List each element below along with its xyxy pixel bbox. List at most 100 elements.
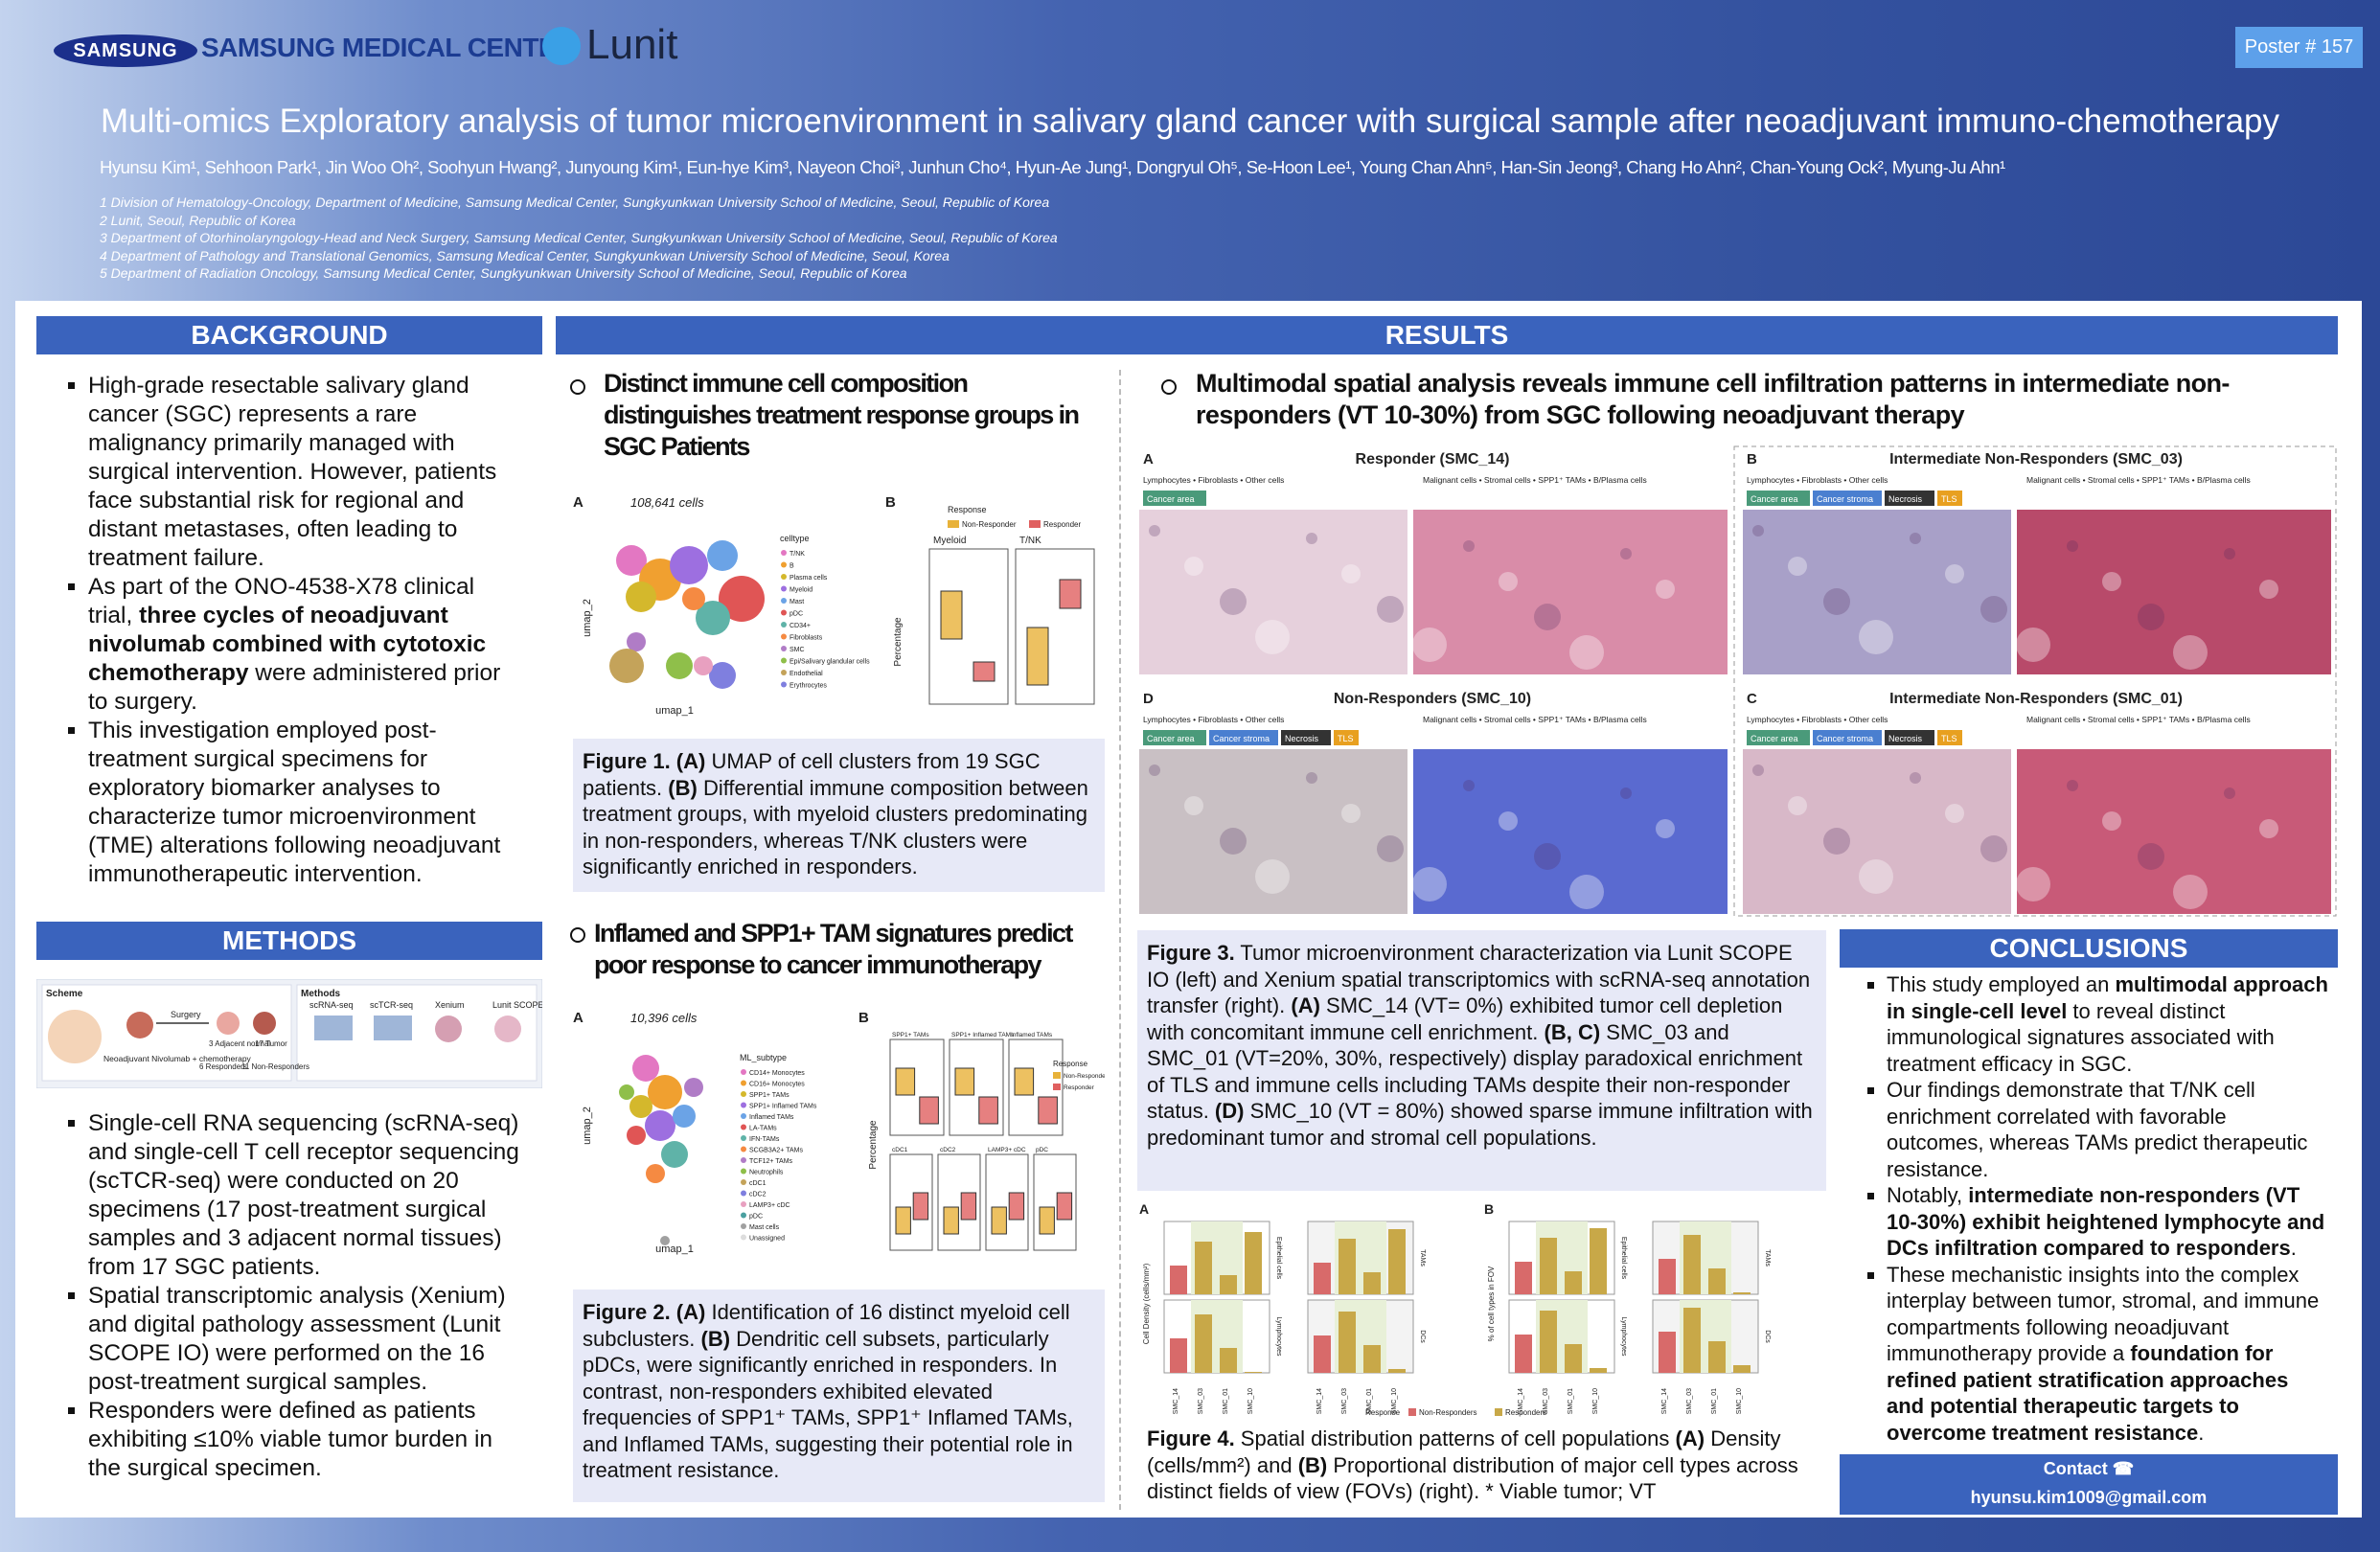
list-item: Single-cell RNA sequencing (scRNA-seq) a… <box>88 1109 525 1282</box>
label: A <box>573 1010 584 1026</box>
assay-icon <box>314 1016 353 1040</box>
facet-panel <box>1015 548 1095 705</box>
bold-text: (B) <box>1297 1452 1328 1477</box>
legend-dot <box>741 1080 746 1086</box>
decor-bar <box>1515 1262 1532 1294</box>
list-item: These mechanistic insights into the comp… <box>1887 1262 2328 1447</box>
bold-text: (D) <box>1214 1099 1245 1123</box>
chip <box>1937 730 1962 745</box>
figure-caption: Figure 2. (A) Identification of 16 disti… <box>573 1290 1105 1502</box>
decor-bar <box>1245 1232 1262 1294</box>
label: SMC_10 <box>1592 1388 1599 1414</box>
contact-label: Contact ☎ <box>2043 1459 2135 1478</box>
label: 6 Responders <box>199 1062 247 1071</box>
label: Plasma cells <box>790 575 828 582</box>
legend-dot <box>781 561 787 568</box>
result-heading: Inflamed and SPP1+ TAM signatures predic… <box>594 919 1073 979</box>
tissue-texture <box>2173 635 2208 670</box>
decor-bar <box>1339 1312 1356 1373</box>
label: Endothelial <box>790 671 823 677</box>
tissue-texture <box>1255 620 1290 654</box>
logo-text: SAMSUNG <box>73 40 178 61</box>
text: Density (cells/mm²) and <box>1147 1426 1781 1477</box>
label: Malignant cells • Stromal cells • SPP1⁺ … <box>2026 715 2251 724</box>
tissue-texture <box>1341 564 1361 583</box>
pathology-image <box>1139 749 1407 914</box>
box <box>943 1206 959 1235</box>
label: Lymphocytes • Fibroblasts • Other cells <box>1143 715 1284 724</box>
label: SMC_03 <box>1543 1388 1549 1414</box>
text: High-grade resectable salivary gland can… <box>88 373 497 571</box>
label: DCs <box>1419 1330 1426 1343</box>
tissue-texture <box>1823 588 1850 615</box>
legend-dot <box>741 1179 746 1185</box>
assay-icon <box>494 1016 521 1042</box>
legend-dot <box>741 1135 746 1141</box>
tissue-texture <box>2259 819 2278 838</box>
list-item: This study employed an multimodal approa… <box>1887 971 2328 1077</box>
decor-bar <box>1565 1271 1582 1294</box>
decor-bar <box>1170 1266 1187 1294</box>
box <box>1056 1192 1073 1221</box>
umap-cluster <box>719 576 765 622</box>
legend-dot <box>781 646 787 651</box>
label: Cancer area <box>1147 494 1195 504</box>
umap-cluster <box>670 546 708 584</box>
legend-dot <box>741 1190 746 1197</box>
box <box>973 661 995 682</box>
box <box>1039 1206 1055 1235</box>
text: Proportional distribution of major cell … <box>1147 1452 1798 1504</box>
label: TCF12+ TAMs <box>749 1158 793 1165</box>
tissue-texture <box>2173 875 2208 909</box>
text: Notably, <box>1887 1183 1969 1207</box>
label: TAMs <box>1419 1249 1426 1267</box>
box <box>895 1067 916 1096</box>
label: LA-TAMs <box>749 1126 777 1132</box>
text: Our findings demonstrate that T/NK cell … <box>1887 1078 2308 1181</box>
text: SMC_03 and SMC_01 (VT=20%, 30%, respecti… <box>1147 1019 1803 1124</box>
decor-bar <box>1195 1314 1212 1373</box>
label: A <box>573 494 584 511</box>
bullet-circle <box>570 927 585 943</box>
label: Response <box>1053 1060 1088 1068</box>
chip <box>1885 730 1934 745</box>
contact-email[interactable]: hyunsu.kim1009@gmail.com <box>1970 1488 2208 1507</box>
label: B <box>858 1010 869 1026</box>
chip <box>1143 491 1206 506</box>
legend-dot <box>781 657 787 664</box>
label: Responders <box>1505 1408 1546 1417</box>
chip <box>1885 491 1934 506</box>
decor-bar <box>1590 1228 1607 1294</box>
label: Unassigned <box>749 1236 785 1243</box>
tissue-texture <box>1823 828 1850 855</box>
label: SMC_10 <box>1736 1388 1743 1414</box>
label: Cell Density (cells/mm²) <box>1142 1263 1151 1344</box>
label: Responder <box>1043 520 1081 529</box>
tissue-texture <box>2138 604 2164 630</box>
bold-text: Figure 4. <box>1147 1426 1235 1450</box>
label: Percentage <box>893 617 904 667</box>
label: 3 Adjacent normal <box>209 1039 270 1048</box>
label: Cancer stroma <box>1817 494 1873 504</box>
list-item: Notably, intermediate non-responders (VT… <box>1887 1182 2328 1262</box>
legend-swatch <box>1408 1408 1416 1416</box>
umap-cluster <box>627 1126 646 1145</box>
label: SMC_14 <box>1518 1388 1524 1414</box>
tissue-texture <box>1910 533 1921 544</box>
label: Lymphocytes <box>1620 1317 1627 1357</box>
umap-cluster <box>645 1110 675 1141</box>
legend-dot <box>741 1157 746 1163</box>
label: Cancer area <box>1751 494 1798 504</box>
figure-2: A 10,396 cells umap_2 umap_1 ML_subtype CD14+… <box>573 1010 1105 1255</box>
decor-bar <box>1515 1335 1532 1373</box>
legend-dot <box>781 622 787 628</box>
bold-text: Figure 2. (A) <box>583 1300 706 1324</box>
tissue-icon <box>217 1012 240 1035</box>
label: Lunit SCOPE IO <box>492 1000 542 1010</box>
text: These mechanistic insights into the comp… <box>1887 1262 2320 1366</box>
facet-panel <box>985 1153 1029 1251</box>
text: SMC_14 (VT= 0%) exhibited tumor cell dep… <box>1147 993 1783 1044</box>
label: Response <box>948 505 987 514</box>
decor-bar <box>1363 1272 1381 1294</box>
decor-bar <box>1220 1275 1237 1294</box>
